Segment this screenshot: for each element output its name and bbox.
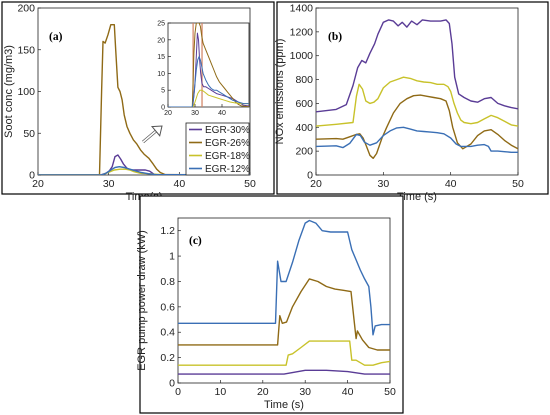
y-tick-label: 0.8 bbox=[160, 276, 175, 288]
y-axis-label: Soot conc (mg/m3) bbox=[3, 45, 15, 138]
y-tick-label: 0 bbox=[169, 378, 175, 390]
inset-x-tick-label: 30 bbox=[191, 110, 199, 117]
x-tick-label: 50 bbox=[512, 178, 524, 190]
y-tick-label: 0 bbox=[29, 170, 35, 182]
inset-y-tick-label: 15 bbox=[157, 54, 165, 61]
series-group bbox=[178, 219, 390, 375]
inset-x-tick-label: 40 bbox=[218, 110, 226, 117]
x-tick-label: 40 bbox=[445, 178, 457, 190]
inset-y-tick-label: 20 bbox=[157, 37, 165, 44]
x-tick-label: 40 bbox=[342, 386, 354, 398]
inset-y-tick-label: 10 bbox=[157, 71, 165, 78]
x-tick-label: 30 bbox=[103, 178, 115, 190]
y-axis-label: EGR pump power draw (kW) bbox=[136, 230, 148, 371]
inset-series-group bbox=[168, 23, 249, 107]
chart-panel-1: 20304050050100150200Time(s)Soot conc (mg… bbox=[1, 1, 275, 203]
y-tick-label: 1000 bbox=[290, 50, 314, 62]
y-tick-label: 1 bbox=[169, 251, 175, 263]
panel-letter: (a) bbox=[49, 31, 63, 43]
legend-label: EGR-26% bbox=[205, 138, 250, 149]
y-tick-label: 150 bbox=[17, 44, 35, 56]
series-line-3 bbox=[316, 94, 518, 159]
x-tick-label: 0 bbox=[175, 386, 181, 398]
series-group bbox=[316, 19, 518, 159]
inset-y-tick-label: 5 bbox=[161, 88, 165, 95]
series-line-1 bbox=[316, 19, 518, 113]
x-axis-label: Time (s) bbox=[264, 399, 304, 411]
series-line-4 bbox=[316, 126, 518, 153]
y-tick-label: 0.6 bbox=[160, 301, 175, 313]
panel-letter: (c) bbox=[189, 235, 202, 247]
y-tick-label: 600 bbox=[295, 98, 313, 110]
legend-label: EGR-18% bbox=[205, 151, 250, 162]
inset-plot-area bbox=[167, 22, 250, 108]
zoom-arrow-head bbox=[150, 125, 163, 137]
series-line-1 bbox=[178, 219, 390, 336]
y-tick-label: 0.4 bbox=[160, 327, 175, 339]
series-group bbox=[38, 24, 250, 175]
y-axis-label: NOx emissions (ppm) bbox=[274, 39, 286, 145]
x-tick-label: 30 bbox=[377, 178, 389, 190]
series-line-2 bbox=[38, 24, 250, 175]
legend-box bbox=[185, 122, 250, 176]
inset-series-line-3 bbox=[168, 89, 249, 107]
y-tick-label: 400 bbox=[295, 122, 313, 134]
x-tick-label: 20 bbox=[310, 178, 322, 190]
x-tick-label: 30 bbox=[299, 386, 311, 398]
y-tick-label: 1200 bbox=[290, 26, 314, 38]
panel-letter: (b) bbox=[328, 31, 342, 43]
x-tick-label: 50 bbox=[244, 178, 256, 190]
zoom-arrow-shaft-fill bbox=[142, 130, 157, 143]
x-axis-label: Time (s) bbox=[397, 191, 437, 203]
inset-y-tick-label: 25 bbox=[157, 21, 165, 28]
y-tick-label: 1.2 bbox=[160, 225, 175, 237]
inset-chart: 20 30 40 0 5 10 15 20 25 bbox=[157, 21, 250, 117]
y-tick-label: 50 bbox=[23, 128, 35, 140]
legend-label: EGR-30% bbox=[205, 125, 250, 136]
x-tick-label: 40 bbox=[173, 178, 185, 190]
x-tick-label: 50 bbox=[384, 386, 396, 398]
y-tick-label: 0 bbox=[307, 170, 313, 182]
x-tick-label: 10 bbox=[215, 386, 227, 398]
y-tick-label: 200 bbox=[17, 3, 35, 15]
plot-area bbox=[177, 217, 391, 384]
x-tick-label: 20 bbox=[257, 386, 269, 398]
y-tick-label: 800 bbox=[295, 74, 313, 86]
inset-y-tick-label: 0 bbox=[161, 105, 165, 112]
y-tick-label: 1400 bbox=[290, 3, 314, 15]
inset-series-line-4 bbox=[168, 56, 249, 107]
y-tick-label: 0.2 bbox=[160, 352, 175, 364]
inset-x-tick-label: 20 bbox=[164, 110, 172, 117]
y-tick-label: 200 bbox=[295, 146, 313, 158]
series-line-2 bbox=[178, 278, 390, 351]
chart-panel-2: 20 30 40 50 0 200 400 600 800 1000 1200 1400 Time (s… bbox=[274, 1, 549, 203]
series-line-2 bbox=[316, 76, 518, 127]
x-tick-label: 20 bbox=[32, 178, 44, 190]
series-line-3 bbox=[178, 340, 390, 366]
chart-panel-3: 0 10 20 30 40 50 0 0.2 0.4 0.6 0.8 1 1.2 Time (s) EGR … bbox=[136, 195, 404, 414]
legend-label: EGR-12% bbox=[205, 164, 250, 175]
y-tick-label: 100 bbox=[17, 86, 35, 98]
plot-area bbox=[315, 7, 519, 176]
series-line-4 bbox=[38, 166, 250, 175]
legend: EGR-30% EGR-26% EGR-18% EGR-12% bbox=[185, 122, 250, 176]
series-line-4 bbox=[178, 369, 390, 375]
